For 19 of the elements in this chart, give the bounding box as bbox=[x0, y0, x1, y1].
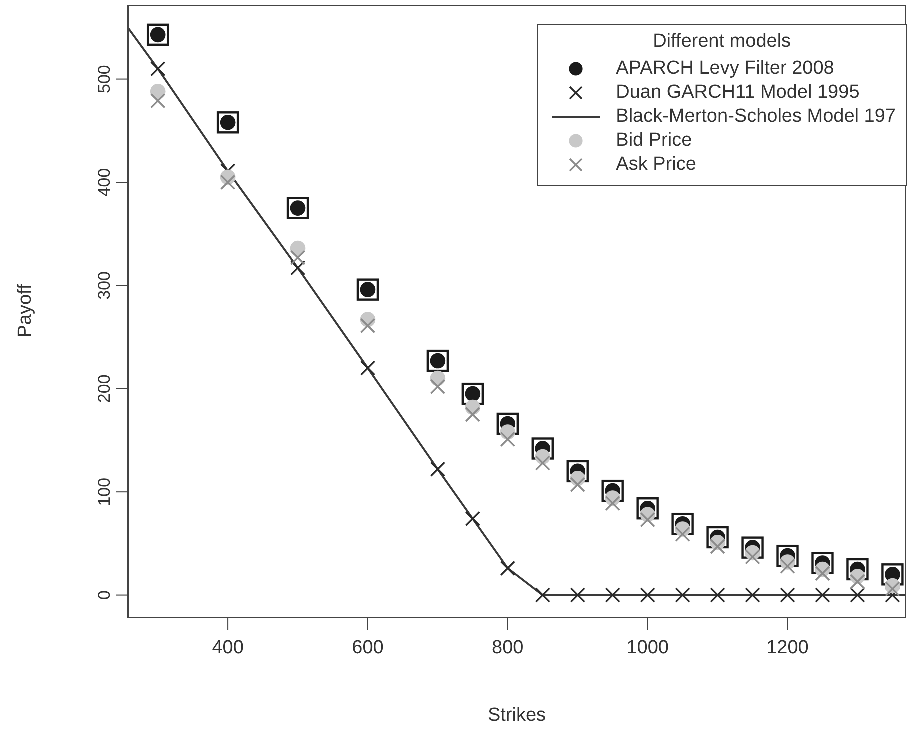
x-axis-title: Strikes bbox=[486, 705, 548, 727]
legend-label: Ask Price bbox=[616, 154, 696, 176]
x-tick-label: 400 bbox=[212, 637, 244, 658]
y-tick-label: 400 bbox=[95, 168, 114, 197]
x-tick-label: 800 bbox=[492, 637, 524, 658]
y-tick-label: 200 bbox=[95, 374, 114, 404]
y-tick-label: 300 bbox=[95, 272, 114, 300]
y-tick-label: 100 bbox=[95, 478, 114, 506]
y-tick-label: 0 bbox=[95, 590, 114, 600]
y-tick-label: 500 bbox=[95, 65, 114, 94]
legend-label: Black-Merton-Scholes Model 197 bbox=[616, 106, 896, 128]
x-tick-label: 1200 bbox=[766, 637, 809, 658]
legend-label: Duan GARCH11 Model 1995 bbox=[616, 82, 860, 104]
legend-title: Different models bbox=[652, 31, 792, 53]
legend-label: Bid Price bbox=[616, 130, 692, 152]
legend-label: APARCH Levy Filter 2008 bbox=[616, 58, 834, 80]
x-tick-label: 1000 bbox=[626, 637, 669, 658]
y-axis-title: Payoff bbox=[15, 282, 37, 340]
x-tick-label: 600 bbox=[352, 637, 384, 658]
